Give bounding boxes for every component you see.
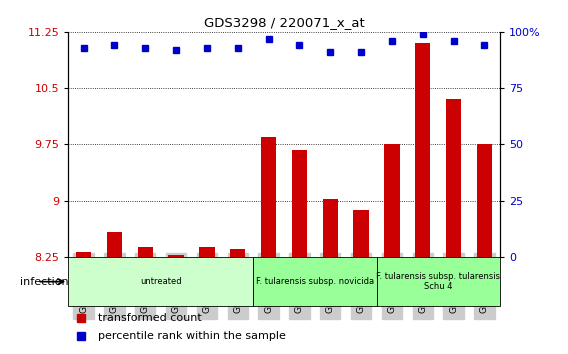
Text: F. tularensis subsp. tularensis
Schu 4: F. tularensis subsp. tularensis Schu 4 [376,272,500,291]
Text: F. tularensis subsp. novicida: F. tularensis subsp. novicida [256,277,374,286]
Bar [446,99,461,257]
Bar [415,43,431,257]
Text: transformed count: transformed count [98,313,202,323]
Bar [137,247,153,257]
Bar [353,210,369,257]
Text: infection: infection [19,277,68,287]
Bar [107,232,122,257]
FancyBboxPatch shape [68,257,253,307]
Bar [168,255,184,257]
Bar [384,144,400,257]
Text: percentile rank within the sample: percentile rank within the sample [98,331,286,341]
Bar [323,199,338,257]
Text: untreated: untreated [140,277,181,286]
Bar [76,252,91,257]
Bar [199,247,215,257]
Bar [230,249,245,257]
Bar [261,137,276,257]
Bar [477,144,492,257]
FancyBboxPatch shape [253,257,377,307]
FancyBboxPatch shape [377,257,500,307]
Bar [292,150,307,257]
Title: GDS3298 / 220071_x_at: GDS3298 / 220071_x_at [203,16,365,29]
